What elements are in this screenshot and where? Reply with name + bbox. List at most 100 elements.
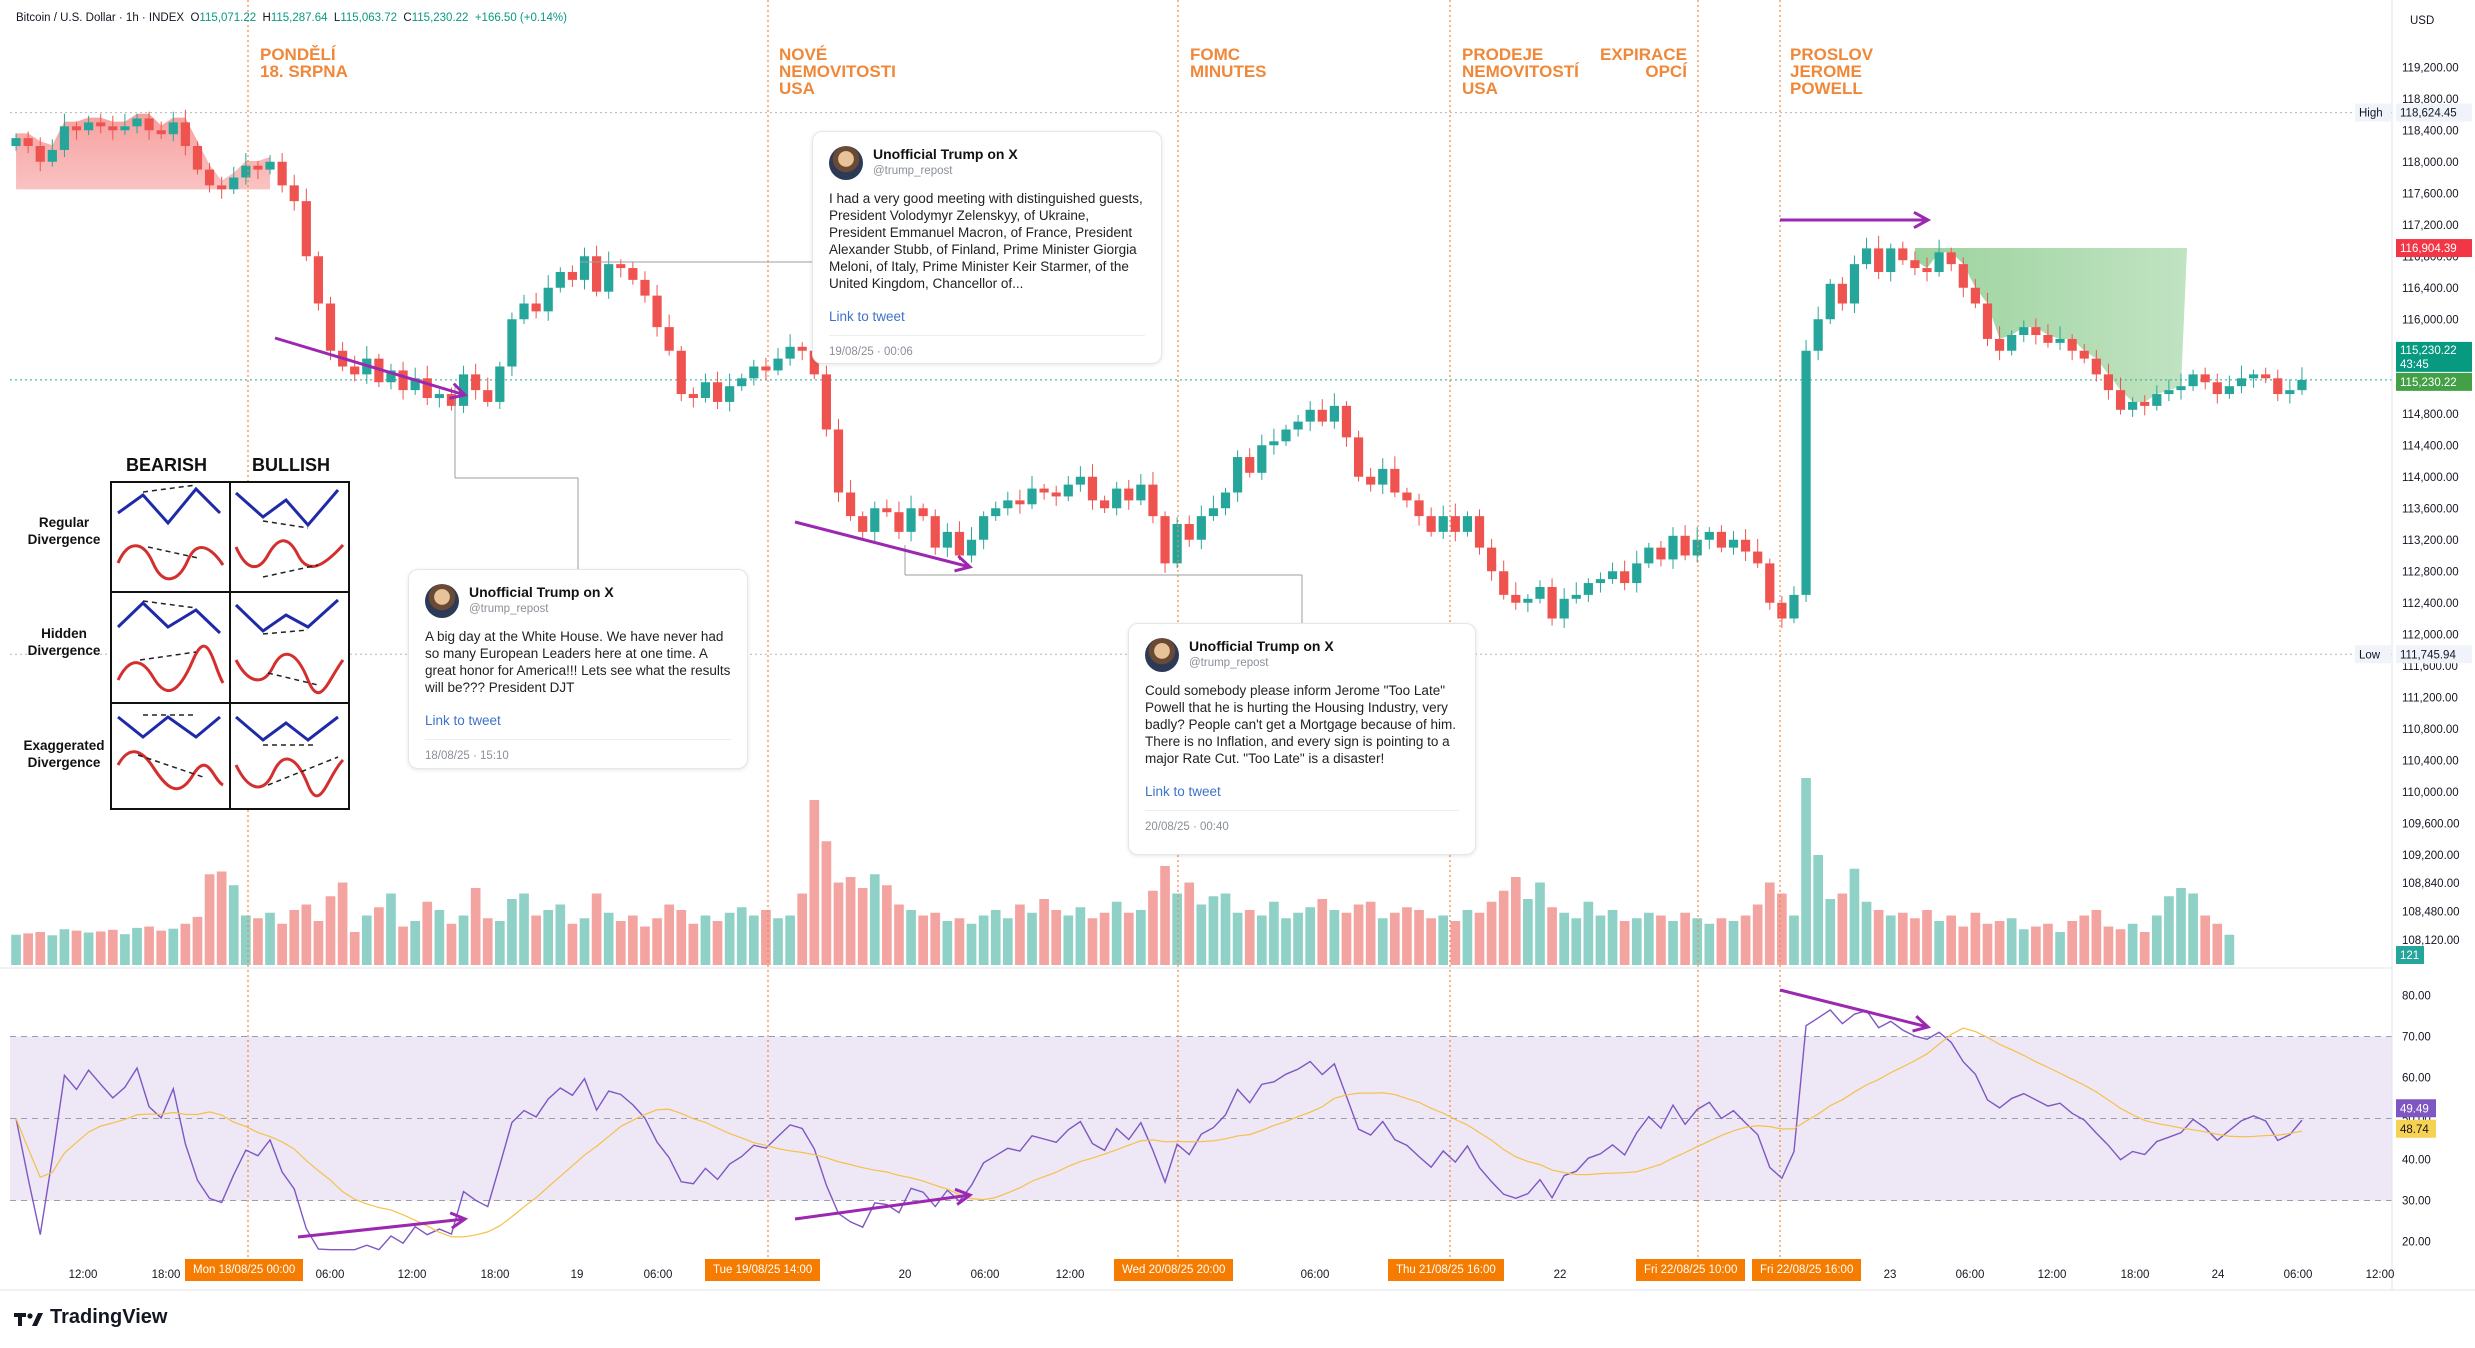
volume-bar	[313, 921, 324, 965]
divergence-arrow	[297, 1217, 466, 1239]
price-axis[interactable]: 119,200.00 118,800.00 118,400.00 118,000.00…	[0, 0, 2475, 1291]
candle-body	[821, 374, 831, 430]
candle-body	[47, 149, 57, 162]
candle-body	[785, 346, 795, 359]
price-tick-label: 117,600.00	[2402, 188, 2459, 200]
tweet-link[interactable]: Link to tweet	[829, 309, 905, 324]
volume-bar	[180, 923, 191, 965]
volume-bar	[2067, 921, 2077, 965]
volume-bar	[555, 904, 566, 965]
volume-bar	[1982, 923, 1993, 965]
volume-bar	[1656, 915, 1666, 965]
time-badge-3: Wed 20/08/25 20:00	[1114, 1259, 1234, 1281]
candle-body	[616, 264, 626, 269]
volume-bar	[1002, 918, 1013, 965]
candle-body	[942, 531, 952, 548]
volume-bar	[2031, 926, 2041, 965]
tweet-text: Could somebody please inform Jerome "Too…	[1145, 683, 1457, 766]
candle-body	[2224, 386, 2234, 395]
tweet-card-3[interactable]: Unofficial Trump on X @trump_repost Coul…	[1128, 623, 1476, 855]
volume-bar	[1087, 918, 1098, 965]
price-tick-label: 116,400.00	[2402, 283, 2459, 295]
ohlc-open: 115,071.22	[199, 12, 257, 24]
candle-body	[809, 350, 819, 375]
volume-bar	[2127, 923, 2138, 965]
candle-body	[84, 122, 94, 131]
candle-body	[2188, 374, 2198, 387]
candle-body	[1003, 500, 1013, 509]
candle-body	[1438, 516, 1448, 532]
candle-body	[1668, 535, 1678, 560]
candle-body	[313, 256, 324, 304]
divergence-arrow	[1779, 988, 1929, 1029]
candle-body	[495, 366, 505, 402]
rsi-tick-label: 40.00	[2402, 1155, 2431, 1167]
candle-body	[180, 122, 190, 146]
candle-body	[1305, 409, 1315, 422]
volume-bar	[1716, 918, 1727, 965]
volume-bar	[1740, 915, 1751, 965]
candle-body	[2248, 374, 2259, 379]
divergence-arrowhead	[449, 382, 468, 400]
time-badge-6: Fri 22/08/25 16:00	[1752, 1259, 1862, 1281]
candle-body	[1196, 516, 1206, 540]
volume-bar	[241, 915, 251, 965]
tweet-author: Unofficial Trump on X	[873, 146, 1018, 162]
volume-bar	[1015, 904, 1025, 965]
volume-bar	[664, 904, 675, 965]
volume-bar	[1994, 921, 2005, 965]
time-tick-label: 06:00	[1301, 1269, 1330, 1281]
volume-bar	[325, 896, 336, 965]
volume-bar	[2200, 915, 2211, 965]
avatar	[829, 146, 863, 180]
tweet-link[interactable]: Link to tweet	[425, 713, 501, 728]
candle-body	[96, 122, 106, 127]
volume-bar	[1885, 915, 1896, 965]
candle-body	[749, 366, 759, 379]
tweet-link[interactable]: Link to tweet	[1145, 784, 1221, 799]
volume-bar	[1547, 907, 1557, 965]
volume-bar	[1595, 915, 1606, 965]
volume-bar	[337, 882, 348, 965]
tradingview-mark-icon	[14, 1310, 44, 1326]
volume-bar	[1643, 912, 1654, 965]
candle-body	[725, 386, 735, 402]
volume-bar	[1825, 899, 1836, 965]
volume-bar	[458, 915, 469, 965]
candle-body	[1958, 264, 1968, 288]
volume-bar	[1897, 912, 1908, 965]
price-tick-label: 108,120.00	[2402, 935, 2460, 947]
avatar	[1145, 638, 1179, 672]
candle-body	[483, 390, 493, 402]
tweet-card-1[interactable]: Unofficial Trump on X @trump_repost I ha…	[812, 131, 1162, 364]
candle-body	[289, 185, 299, 202]
time-tick-label: 20	[899, 1269, 912, 1281]
candle-body	[1317, 409, 1327, 422]
candle-body	[2212, 382, 2222, 395]
tradingview-logo[interactable]: TradingView	[14, 1306, 167, 1329]
time-tick-label: 12:00	[69, 1269, 98, 1281]
volume-bar	[2006, 918, 2017, 965]
volume-bar	[1099, 912, 1110, 965]
candle-body	[1281, 429, 1291, 442]
volume-bar	[1946, 915, 1957, 965]
time-axis[interactable]: 12:00 18:00 06:00 12:00 18:00 19 06:00 20 06:00 1…	[69, 1269, 2395, 1281]
volume-bar	[2043, 923, 2053, 965]
candle-body	[1704, 531, 1714, 540]
volume-bar	[301, 904, 312, 965]
candle-body	[966, 539, 977, 556]
volume-bar	[785, 915, 795, 965]
candle-body	[59, 126, 70, 150]
candle-body	[1257, 445, 1267, 473]
price-tick-label: 108,840.00	[2402, 878, 2460, 890]
volume-bar	[1789, 915, 1799, 965]
rsi-tick-label: 80.00	[2402, 991, 2431, 1003]
candle-body	[1632, 563, 1642, 584]
tweet-text: I had a very good meeting with distingui…	[829, 191, 1143, 291]
candle-body	[301, 201, 311, 257]
candle-body	[918, 508, 928, 517]
price-tick-label: 118,000.00	[2402, 157, 2459, 169]
tweet-card-2[interactable]: Unofficial Trump on X @trump_repost A bi…	[408, 569, 748, 769]
